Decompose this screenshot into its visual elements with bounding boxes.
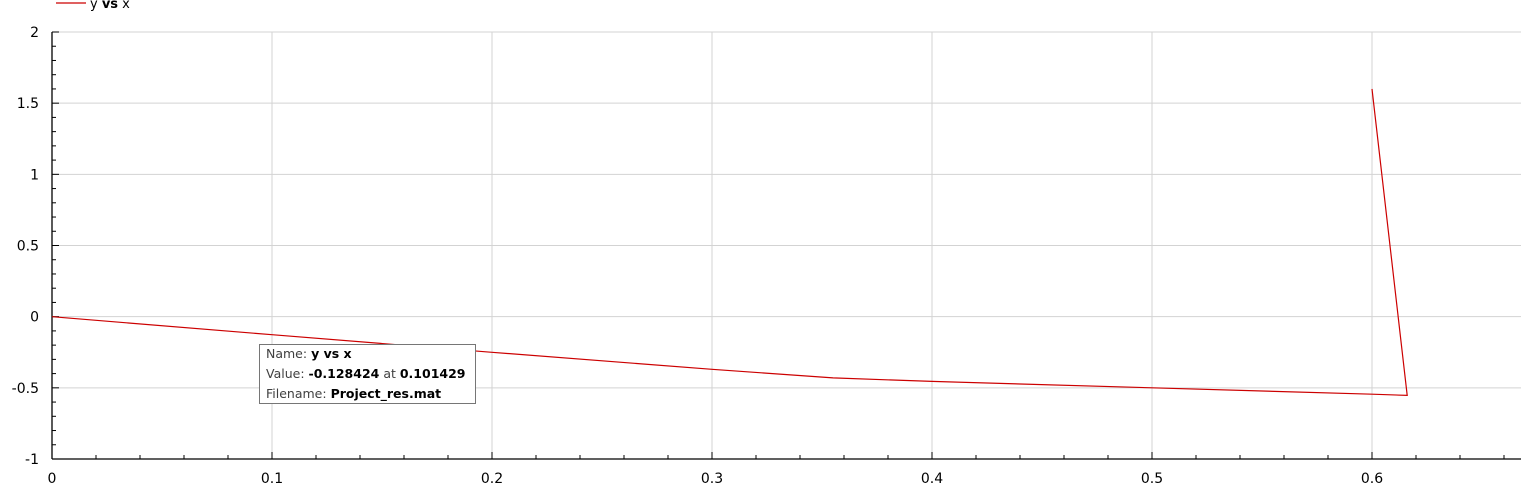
tooltip-name-label: Name: xyxy=(266,346,312,361)
x-tick-label: 0.2 xyxy=(481,471,503,487)
y-tick-label: 0 xyxy=(30,310,39,326)
y-tick-label: 2 xyxy=(30,25,39,41)
tooltip-file-value: Project_res.mat xyxy=(330,386,442,401)
tooltip-value-label: Value: xyxy=(266,366,309,381)
legend-label-bold: vs xyxy=(102,0,118,12)
legend-label-part1: y xyxy=(90,0,102,12)
y-tick-label: 0.5 xyxy=(17,239,39,255)
x-tick-label: 0.5 xyxy=(1141,471,1163,487)
tooltip-name-row: Name: y vs x xyxy=(266,345,469,364)
tooltip-value-x: 0.101429 xyxy=(399,366,466,381)
series-line-y-vs-x xyxy=(51,88,1408,397)
y-tick-label: 1 xyxy=(30,167,39,183)
y-tick-label: -1 xyxy=(25,452,39,468)
x-tick-label: 0.4 xyxy=(921,471,943,487)
axis-tick-labels: 0 0.1 0.2 0.3 0.4 0.5 0.6 -1 -0.5 0 0.5 1 1.5 2 xyxy=(12,25,1384,487)
legend-label: y vs x xyxy=(90,0,130,12)
tooltip-file-label: Filename: xyxy=(266,386,331,401)
y-tick-label: 1.5 xyxy=(17,96,39,112)
tooltip-file-row: Filename: Project_res.mat xyxy=(266,384,469,403)
x-tick-label: 0 xyxy=(48,471,57,487)
tooltip-value-at: at xyxy=(379,366,400,381)
legend-label-part2: x xyxy=(118,0,130,12)
tooltip-name-value: y vs x xyxy=(311,346,352,361)
tooltip-value-row: Value: -0.128424 at 0.101429 xyxy=(266,364,469,384)
data-point-tooltip: Name: y vs x Value: -0.128424 at 0.10142… xyxy=(259,344,476,404)
legend[interactable]: y vs x xyxy=(56,0,130,12)
tooltip-value-y: -0.128424 xyxy=(308,366,380,381)
x-tick-label: 0.3 xyxy=(701,471,723,487)
x-tick-label: 0.6 xyxy=(1361,471,1383,487)
series-layer xyxy=(51,88,1408,397)
x-tick-label: 0.1 xyxy=(261,471,283,487)
y-tick-label: -0.5 xyxy=(12,381,39,397)
